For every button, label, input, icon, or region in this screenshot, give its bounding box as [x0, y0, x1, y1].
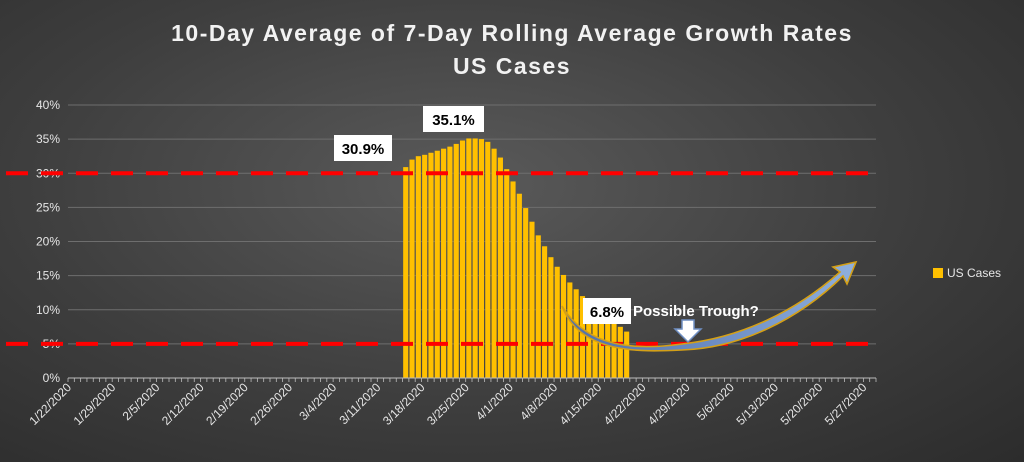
bar: [485, 141, 491, 378]
x-tick-label: 3/4/2020: [296, 380, 339, 423]
bar: [560, 274, 567, 378]
bar: [542, 246, 548, 378]
bar: [516, 193, 522, 378]
bar: [409, 159, 415, 378]
reference-lines: [6, 171, 873, 346]
y-tick-label: 25%: [36, 200, 60, 214]
legend-swatch: [933, 268, 943, 278]
bar: [529, 221, 535, 378]
x-tick-label: 4/1/2020: [473, 380, 516, 423]
y-tick-label: 20%: [36, 235, 60, 249]
bar: [567, 282, 573, 378]
x-tick-label: 1/29/2020: [71, 380, 119, 428]
down-arrow-icon: [673, 319, 703, 344]
x-tick-label: 5/13/2020: [733, 380, 781, 428]
bar: [466, 138, 472, 378]
bar: [624, 331, 630, 378]
bar: [472, 138, 478, 378]
y-tick-label: 15%: [36, 269, 60, 283]
callout-box: [423, 106, 484, 132]
callout-label: 6.8%: [590, 304, 624, 321]
y-tick-label: 0%: [43, 371, 61, 385]
curved-arrow-icon: [561, 260, 858, 352]
bar: [573, 289, 579, 378]
bar: [617, 326, 623, 378]
bar: [415, 156, 421, 378]
x-tick-label: 4/29/2020: [645, 380, 693, 428]
y-tick-label: 35%: [36, 132, 60, 146]
legend: US Cases: [933, 266, 1001, 280]
bar: [535, 235, 541, 378]
x-tick-label: 1/22/2020: [26, 380, 74, 428]
chart-subtitle: US Cases: [453, 53, 571, 79]
bar: [434, 150, 440, 378]
x-tick-label: 4/22/2020: [601, 380, 649, 428]
bar: [459, 140, 466, 378]
x-axis: [67, 377, 877, 382]
bar: [504, 169, 510, 378]
bar: [428, 152, 434, 378]
bar: [478, 139, 485, 378]
x-tick-label: 5/27/2020: [822, 380, 870, 428]
x-tick-label: 3/25/2020: [424, 380, 472, 428]
x-tick-label: 2/19/2020: [203, 380, 251, 428]
callout-label: 35.1%: [432, 112, 475, 129]
x-tick-label: 2/12/2020: [159, 380, 207, 428]
callouts: 30.9% 35.1% 6.8% Possible Trough?: [334, 106, 759, 324]
callout-label: 30.9%: [342, 141, 385, 158]
bars: [403, 138, 630, 378]
x-tick-label: 4/15/2020: [557, 380, 605, 428]
x-tick-label: 5/6/2020: [694, 380, 737, 423]
bar: [453, 143, 459, 378]
trough-arrow: [561, 260, 858, 352]
bar: [441, 148, 447, 378]
y-tick-label: 10%: [36, 303, 60, 317]
bar: [422, 154, 428, 378]
y-tick-label: 40%: [36, 98, 60, 112]
x-tick-label: 5/20/2020: [778, 380, 826, 428]
x-tick-label: 3/18/2020: [380, 380, 428, 428]
bar: [579, 296, 586, 378]
y-axis-ticks: 0%5%10%15%20%25%30%35%40%: [36, 98, 60, 385]
bar: [510, 181, 516, 378]
possible-trough-label: Possible Trough?: [633, 303, 759, 320]
chart-title: 10-Day Average of 7-Day Rolling Average …: [171, 20, 853, 46]
callout-box: [334, 135, 392, 161]
x-tick-label: 3/11/2020: [336, 380, 383, 427]
bar: [586, 301, 592, 378]
bar: [497, 157, 503, 378]
x-tick-label: 4/8/2020: [517, 380, 560, 423]
bar: [447, 146, 453, 378]
legend-label: US Cases: [947, 266, 1001, 280]
x-tick-label: 2/5/2020: [120, 380, 163, 423]
bar: [605, 317, 611, 378]
callout-box: [583, 298, 631, 324]
x-tick-label: 2/26/2020: [247, 380, 295, 428]
bar: [592, 307, 598, 378]
bar: [611, 322, 617, 378]
bar: [548, 257, 554, 378]
bar: [523, 208, 529, 378]
bar: [403, 167, 409, 378]
bar: [491, 148, 497, 378]
bar: [554, 266, 560, 378]
